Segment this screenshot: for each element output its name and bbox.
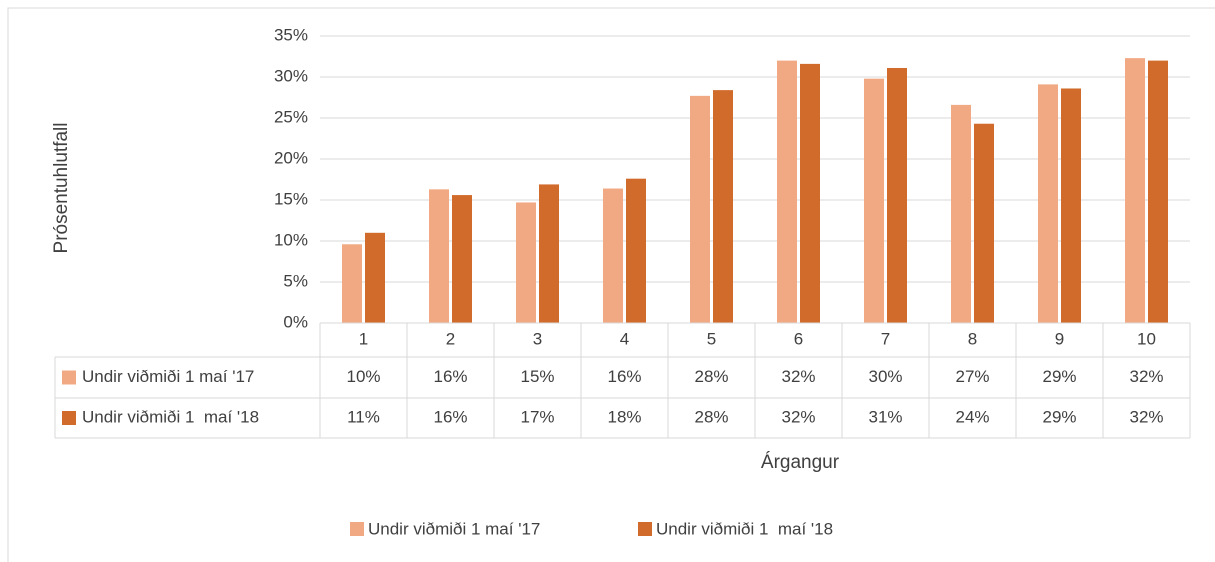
data-label: 29% bbox=[1042, 367, 1076, 386]
bar bbox=[452, 195, 472, 323]
bar bbox=[1148, 60, 1168, 323]
y-tick-label: 20% bbox=[274, 148, 308, 167]
bar bbox=[951, 104, 971, 323]
data-label: 24% bbox=[955, 407, 989, 426]
x-axis-label: Árgangur bbox=[761, 452, 840, 473]
data-label: 27% bbox=[955, 367, 989, 386]
legend-swatch bbox=[638, 522, 652, 536]
legend-swatch bbox=[62, 370, 76, 385]
data-label: 32% bbox=[1129, 367, 1163, 386]
table-series-name: Undir viðmiði 1 maí '17 bbox=[82, 367, 254, 386]
chart-frame bbox=[7, 7, 1215, 562]
x-tick-label: 8 bbox=[968, 329, 977, 348]
bar bbox=[690, 95, 710, 323]
x-tick-label: 2 bbox=[446, 329, 455, 348]
y-tick-label: 30% bbox=[274, 66, 308, 85]
data-label: 28% bbox=[694, 407, 728, 426]
bar bbox=[1061, 88, 1081, 323]
x-tick-label: 4 bbox=[620, 329, 629, 348]
x-tick-label: 7 bbox=[881, 329, 890, 348]
data-label: 30% bbox=[868, 367, 902, 386]
data-label: 15% bbox=[520, 367, 554, 386]
legend-swatch bbox=[62, 411, 76, 425]
data-label: 29% bbox=[1042, 407, 1076, 426]
data-label: 28% bbox=[694, 367, 728, 386]
x-tick-label: 1 bbox=[359, 329, 368, 348]
bar bbox=[539, 184, 559, 323]
bar bbox=[1125, 58, 1145, 323]
data-label: 10% bbox=[346, 367, 380, 386]
bar bbox=[1038, 84, 1058, 323]
table-series-name: Undir viðmiði 1 maí '18 bbox=[82, 407, 259, 426]
data-label: 32% bbox=[1129, 407, 1163, 426]
data-label: 16% bbox=[433, 407, 467, 426]
bar bbox=[626, 178, 646, 323]
y-tick-label: 5% bbox=[283, 271, 308, 290]
legend-label: Undir viðmiði 1 maí '17 bbox=[368, 519, 540, 538]
data-label: 18% bbox=[607, 407, 641, 426]
bar bbox=[429, 189, 449, 323]
bar bbox=[516, 202, 536, 323]
bar bbox=[887, 67, 907, 323]
data-label: 16% bbox=[607, 367, 641, 386]
bar bbox=[974, 123, 994, 324]
legend-label: Undir viðmiði 1 maí '18 bbox=[656, 519, 833, 538]
data-label: 32% bbox=[781, 367, 815, 386]
data-label: 11% bbox=[347, 407, 380, 426]
y-tick-label: 35% bbox=[274, 25, 308, 44]
y-tick-label: 15% bbox=[274, 189, 308, 208]
x-tick-label: 10 bbox=[1137, 329, 1156, 348]
bar bbox=[800, 63, 820, 323]
bar bbox=[342, 244, 362, 323]
data-label: 17% bbox=[520, 407, 554, 426]
y-tick-label: 0% bbox=[283, 312, 308, 331]
x-tick-label: 6 bbox=[794, 329, 803, 348]
legend-swatch bbox=[350, 522, 364, 536]
y-axis-label: Prósentuhlutfall bbox=[51, 123, 72, 254]
x-tick-label: 3 bbox=[533, 329, 542, 348]
data-label: 32% bbox=[781, 407, 815, 426]
data-label: 31% bbox=[868, 407, 902, 426]
bar bbox=[365, 232, 385, 323]
x-tick-label: 9 bbox=[1055, 329, 1064, 348]
bar bbox=[777, 60, 797, 323]
y-tick-label: 10% bbox=[274, 230, 308, 249]
bar bbox=[864, 78, 884, 323]
y-tick-label: 25% bbox=[274, 107, 308, 126]
data-label: 16% bbox=[433, 367, 467, 386]
bar bbox=[713, 90, 733, 324]
x-tick-label: 5 bbox=[707, 329, 716, 348]
bar bbox=[603, 188, 623, 323]
